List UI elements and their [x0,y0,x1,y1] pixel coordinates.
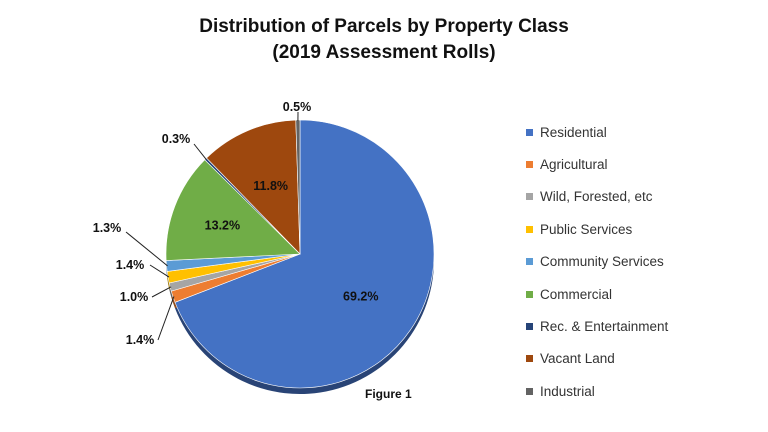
legend-label: Community Services [540,254,664,270]
legend-label: Wild, Forested, etc [540,189,653,205]
legend-swatch [526,290,533,298]
data-label-wild-forested-etc: 1.0% [120,290,149,304]
chart-title-main: Distribution of Parcels by Property Clas… [199,16,569,37]
legend-item-agricultural: Agricultural [526,148,668,180]
slice-commercial [165,159,301,261]
legend-label: Commercial [540,286,613,302]
legend-item-community-services: Community Services [526,246,668,278]
leader-line-wild-forested-etc [151,286,172,298]
legend-label: Agricultural [540,157,608,173]
legend-item-rec-entertainment: Rec. & Entertainment [526,310,668,342]
legend-item-residential: Residential [526,116,668,148]
legend-item-public-services: Public Services [526,213,668,245]
leader-line-public-services [149,264,170,278]
data-label-industrial: 0.5% [283,100,312,114]
data-label-commercial: 13.2% [205,218,240,232]
legend-swatch [526,225,533,233]
legend-swatch [526,387,533,395]
data-label-residential: 69.2% [343,290,378,304]
legend-label: Public Services [540,221,633,237]
leader-line-community-services [125,231,168,267]
data-label-agricultural: 1.4% [126,333,155,347]
legend-swatch [526,128,533,136]
legend-swatch [526,193,533,201]
chart-subtitle: (2019 Assessment Rolls) [272,42,496,63]
legend-item-wild-forested-etc: Wild, Forested, etc [526,181,668,213]
legend-swatch [526,258,533,266]
data-label-community-services: 1.3% [93,221,122,235]
chart-title: Distribution of Parcels by Property Clas… [0,14,768,66]
data-label-public-services: 1.4% [116,258,145,272]
legend-label: Rec. & Entertainment [540,319,669,335]
legend-swatch [526,355,533,363]
leader-line-rec-entertainment [193,143,207,160]
data-label-vacant-land: 11.8% [253,179,288,193]
legend-swatch [526,323,533,331]
chart-legend: Residential Agricultural Wild, Forested, e… [526,116,668,408]
slice-residential [174,119,435,389]
legend-item-commercial: Commercial [526,278,668,310]
slice-vacant-land [206,119,301,255]
data-label-rec-entertainment: 0.3% [162,132,191,146]
legend-item-vacant-land: Vacant Land [526,343,668,375]
legend-label: Residential [540,124,607,140]
legend-swatch [526,161,533,169]
legend-label: Vacant Land [540,351,615,367]
leader-line-agricultural [157,296,175,341]
legend-item-industrial: Industrial [526,375,668,407]
legend-label: Industrial [540,383,595,399]
figure-caption: Figure 1 [365,387,412,401]
